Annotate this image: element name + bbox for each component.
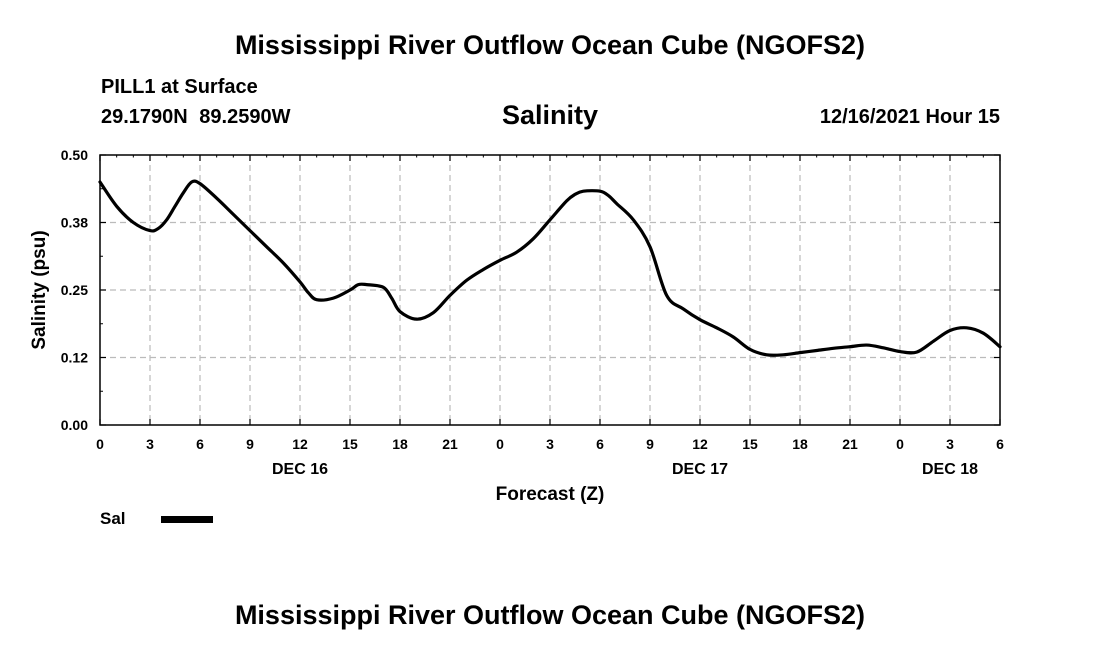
- x-tick-label: 0: [496, 436, 504, 452]
- y-tick-label: 0.50: [61, 147, 88, 163]
- x-tick-label: 12: [692, 436, 708, 452]
- y-tick-label: 0.12: [61, 350, 88, 366]
- y-tick-label: 0.00: [61, 417, 88, 433]
- plot-frame: [99, 154, 1001, 426]
- footer-title: Mississippi River Outflow Ocean Cube (NG…: [234, 600, 866, 630]
- chart-main-title: Mississippi River Outflow Ocean Cube (NG…: [234, 30, 866, 60]
- y-tick-label: 0.25: [61, 282, 88, 298]
- x-axis-label: Forecast (Z): [496, 484, 605, 505]
- y-axis-label: Salinity (psu): [29, 230, 50, 349]
- station-coordinates: 29.1790N 89.2590W: [101, 106, 291, 128]
- x-tick-label: 21: [842, 436, 858, 452]
- grid-lines: [100, 155, 1000, 425]
- legend-label: Sal: [100, 509, 126, 528]
- x-tick-label: 6: [596, 436, 604, 452]
- date-label: DEC 17: [672, 461, 728, 478]
- y-tick-label: 0.38: [61, 215, 88, 231]
- series-line-sal: [98, 179, 1002, 357]
- station-label: PILL1 at Surface: [101, 76, 258, 98]
- x-tick-label: 15: [342, 436, 358, 452]
- x-tick-label: 3: [946, 436, 954, 452]
- x-tick-label: 9: [246, 436, 254, 452]
- x-tick-label: 21: [442, 436, 458, 452]
- x-tick-label: 18: [792, 436, 808, 452]
- series-layer: [98, 179, 1002, 357]
- x-tick-label: 12: [292, 436, 308, 452]
- x-tick-label: 18: [392, 436, 408, 452]
- tick-labels: 0 3 6 9 12 15 18 21 0 3 6 9 12 15 18 21 0 3 6 0.00 0.12 0.25 0…: [61, 147, 1004, 478]
- forecast-datetime: 12/16/2021 Hour 15: [819, 106, 1000, 128]
- x-tick-label: 3: [546, 436, 554, 452]
- x-tick-label: 0: [96, 436, 104, 452]
- date-label: DEC 16: [272, 461, 328, 478]
- variable-title: Salinity: [501, 100, 599, 130]
- x-tick-label: 6: [996, 436, 1004, 452]
- legend-swatch: [161, 516, 213, 523]
- date-label: DEC 18: [922, 461, 978, 478]
- x-tick-label: 0: [896, 436, 904, 452]
- x-tick-label: 15: [742, 436, 758, 452]
- x-tick-label: 6: [196, 436, 204, 452]
- x-tick-label: 9: [646, 436, 654, 452]
- x-tick-label: 3: [146, 436, 154, 452]
